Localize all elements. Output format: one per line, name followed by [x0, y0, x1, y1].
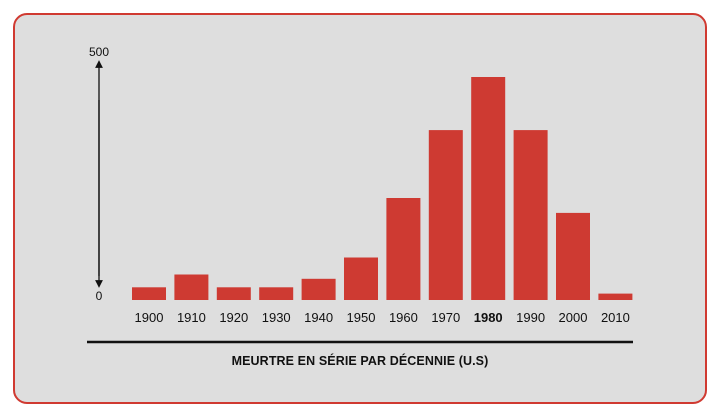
x-tick-label-1930: 1930 — [262, 310, 291, 325]
chart-card — [13, 13, 707, 404]
bar-1940 — [301, 278, 336, 300]
x-tick-label-1920: 1920 — [219, 310, 248, 325]
bar-1950 — [344, 257, 378, 300]
x-tick-label-1900: 1900 — [135, 310, 164, 325]
x-tick-label-1990: 1990 — [516, 310, 545, 325]
bar-1920 — [216, 287, 251, 300]
x-tick-label-1940: 1940 — [304, 310, 333, 325]
x-tick-label-1950: 1950 — [347, 310, 376, 325]
bar-2010 — [598, 293, 633, 300]
bar-1990 — [513, 130, 548, 300]
x-tick-label-1970: 1970 — [431, 310, 460, 325]
bar-1910 — [174, 274, 209, 300]
x-tick-label-2000: 2000 — [559, 310, 588, 325]
y-axis-min-label: 0 — [96, 289, 103, 303]
bar-1930 — [259, 287, 294, 300]
bar-1900 — [132, 287, 166, 300]
x-tick-labels: 1900 1910 1920 1930 1940 1950 1960 1970 1980 1990… — [135, 310, 630, 325]
bar-1960 — [386, 198, 421, 300]
x-tick-label-1910: 1910 — [177, 310, 206, 325]
x-tick-label-1960: 1960 — [389, 310, 418, 325]
bar-2000 — [556, 212, 590, 300]
bar-1980 — [471, 77, 506, 300]
y-axis-max-label: 500 — [89, 45, 109, 59]
bars-group — [132, 77, 633, 300]
bar-1970 — [428, 130, 463, 300]
chart-title: MEURTRE EN SÉRIE PAR DÉCENNIE (U.S) — [232, 353, 489, 368]
x-tick-label-2010: 2010 — [601, 310, 630, 325]
x-tick-label-1980: 1980 — [474, 310, 503, 325]
